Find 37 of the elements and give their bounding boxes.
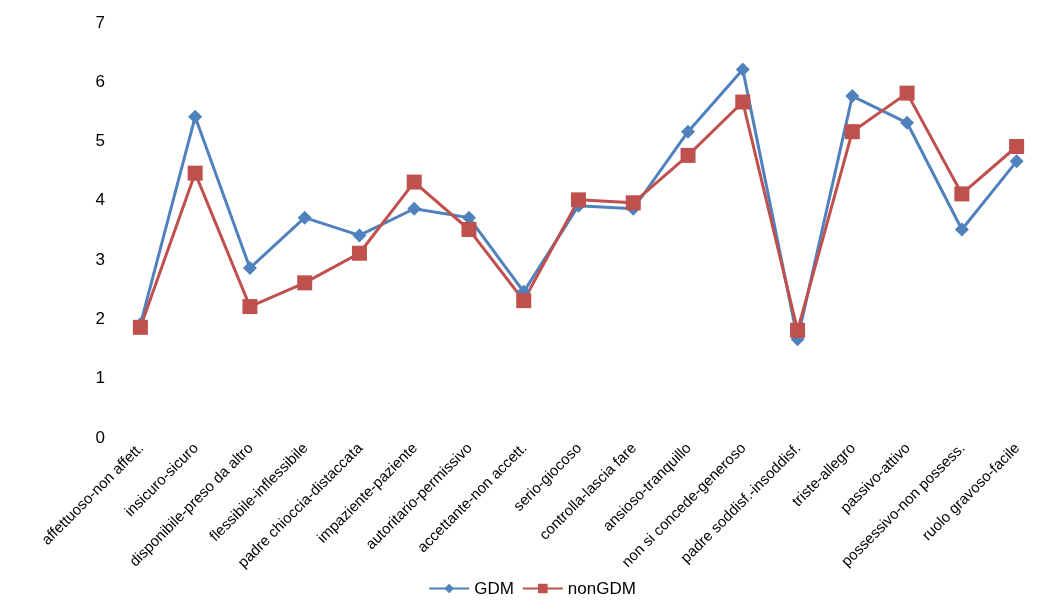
point (242, 299, 258, 315)
y-tick-label: 7 (95, 12, 105, 32)
y-tick-label: 2 (95, 308, 105, 328)
y-tick-label: 5 (95, 131, 105, 151)
point (735, 94, 751, 110)
point (899, 85, 915, 101)
point (1009, 154, 1024, 169)
point (571, 192, 586, 208)
y-tick-label: 6 (95, 71, 105, 91)
point (351, 245, 367, 261)
point (844, 124, 860, 140)
point (516, 293, 532, 309)
y-tick-label: 0 (95, 427, 105, 447)
point (1009, 139, 1025, 154)
point (242, 261, 257, 276)
point (406, 174, 422, 190)
point (188, 109, 203, 124)
y-tick-label: 4 (95, 190, 105, 210)
point (297, 275, 313, 291)
y-tick-label: 1 (95, 368, 105, 388)
point (680, 147, 696, 163)
point (681, 124, 696, 139)
point (954, 186, 970, 202)
point (187, 165, 203, 181)
point (954, 222, 969, 237)
point (735, 62, 750, 77)
point (790, 322, 806, 338)
point (352, 228, 367, 243)
point (900, 115, 915, 130)
legend-label: nonGDM (567, 579, 636, 598)
y-tick-label: 3 (95, 249, 105, 269)
point (407, 201, 422, 216)
point (461, 222, 477, 237)
point (297, 210, 312, 225)
point (845, 89, 860, 104)
point (625, 195, 641, 211)
legend-label: GDM (474, 579, 514, 598)
